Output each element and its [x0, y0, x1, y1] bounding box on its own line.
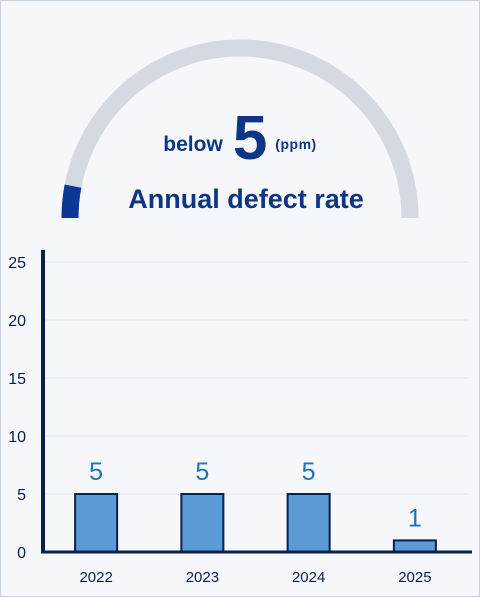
- headline-prefix: below: [163, 133, 223, 156]
- gauge-fill: [61, 184, 82, 219]
- bar: [392, 539, 437, 554]
- headline-value: 5: [232, 104, 268, 173]
- x-tick-label: 2025: [398, 569, 431, 586]
- headline-unit: (ppm): [275, 136, 317, 152]
- bar: [180, 493, 225, 553]
- bar-value-label: 5: [195, 458, 209, 486]
- x-tick-label: 2022: [79, 569, 112, 586]
- y-tick-label: 15: [8, 371, 26, 388]
- bar-value-label: 5: [89, 458, 103, 486]
- y-tick-label: 5: [17, 487, 26, 504]
- headline: below 5 (ppm): [0, 108, 480, 170]
- bar-value-label: 1: [408, 504, 422, 532]
- bar-value-label: 5: [302, 458, 316, 486]
- bar: [74, 493, 119, 553]
- y-tick-label: 10: [8, 429, 26, 446]
- defect-gauge: [61, 39, 419, 219]
- y-tick-label: 0: [17, 545, 26, 562]
- x-tick-label: 2023: [186, 569, 219, 586]
- x-tick-label: 2024: [292, 569, 325, 586]
- gauge-track: [61, 39, 419, 219]
- y-tick-label: 25: [8, 255, 26, 272]
- bar: [286, 493, 331, 553]
- headline-title: Annual defect rate: [128, 184, 364, 214]
- y-tick-label: 20: [8, 313, 26, 330]
